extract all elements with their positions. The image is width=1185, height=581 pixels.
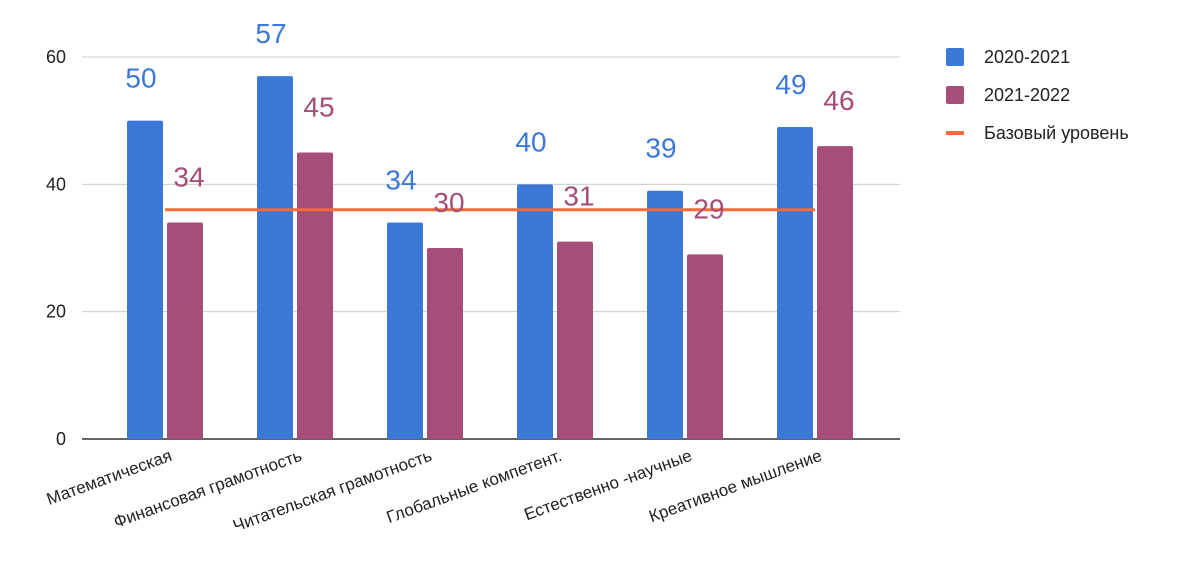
data-label: 50: [125, 63, 156, 94]
y-tick-label: 60: [46, 47, 66, 67]
data-label: 29: [693, 193, 724, 224]
legend-swatch: [946, 131, 964, 135]
bar: [387, 222, 423, 439]
data-labels: 50 34 57 45 34 30 40 31 39 29 49 46: [125, 18, 854, 224]
bar: [777, 127, 813, 440]
bar: [517, 184, 553, 439]
legend: 2020-2021 2021-2022 Базовый уровень: [946, 47, 1129, 143]
bar: [647, 190, 683, 439]
data-label: 34: [385, 165, 416, 196]
gridlines: [82, 56, 900, 440]
bar: [127, 120, 163, 440]
data-label: 34: [173, 162, 204, 193]
data-label: 39: [645, 133, 676, 164]
bar: [557, 241, 593, 439]
bar: [167, 222, 203, 439]
data-label: 30: [433, 187, 464, 218]
data-label: 49: [775, 69, 806, 100]
legend-label: 2021-2022: [984, 85, 1070, 105]
bar: [257, 76, 293, 439]
bars: [127, 76, 853, 440]
legend-swatch: [946, 48, 964, 66]
data-label: 45: [303, 92, 334, 123]
y-axis-ticks: 0 20 40 60: [46, 47, 66, 449]
y-tick-label: 0: [56, 429, 66, 449]
y-tick-label: 40: [46, 174, 66, 194]
bar: [427, 248, 463, 439]
legend-label: Базовый уровень: [984, 123, 1129, 143]
y-tick-label: 20: [46, 302, 66, 322]
legend-label: 2020-2021: [984, 47, 1070, 67]
data-label: 57: [255, 18, 286, 49]
data-label: 31: [563, 181, 594, 212]
bar: [297, 152, 333, 439]
bar: [817, 146, 853, 439]
legend-swatch: [946, 86, 964, 104]
data-label: 40: [515, 126, 546, 157]
bar: [687, 254, 723, 439]
data-label: 46: [823, 85, 854, 116]
